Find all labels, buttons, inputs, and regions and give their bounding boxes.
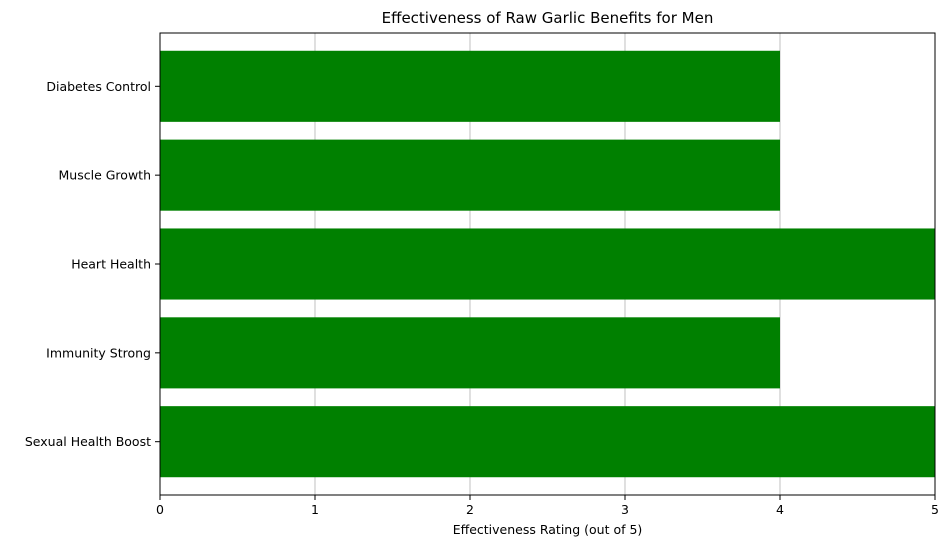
y-tick-label-3: Muscle Growth	[59, 168, 151, 183]
y-tick-label-2: Heart Health	[71, 257, 151, 272]
bar-immunity-strong	[160, 317, 780, 389]
y-axis-ticks: Sexual Health Boost Immunity Strong Heart …	[25, 79, 160, 449]
y-tick-label-4: Diabetes Control	[46, 79, 151, 94]
chart-title: Effectiveness of Raw Garlic Benefits for…	[382, 9, 714, 27]
bars	[160, 50, 935, 478]
bar-diabetes-control	[160, 50, 780, 122]
bar-sexual-health-boost	[160, 406, 935, 478]
x-tick-label-5: 5	[931, 502, 939, 517]
x-tick-label-4: 4	[776, 502, 784, 517]
x-tick-label-1: 1	[311, 502, 319, 517]
bar-muscle-growth	[160, 139, 780, 211]
x-tick-label-0: 0	[156, 502, 164, 517]
y-tick-label-0: Sexual Health Boost	[25, 434, 151, 449]
x-axis-ticks: 0 1 2 3 4 5	[156, 495, 939, 517]
bar-heart-health	[160, 228, 935, 300]
y-tick-label-1: Immunity Strong	[46, 345, 151, 360]
x-axis-label: Effectiveness Rating (out of 5)	[453, 522, 643, 537]
x-tick-label-2: 2	[466, 502, 474, 517]
x-tick-label-3: 3	[621, 502, 629, 517]
